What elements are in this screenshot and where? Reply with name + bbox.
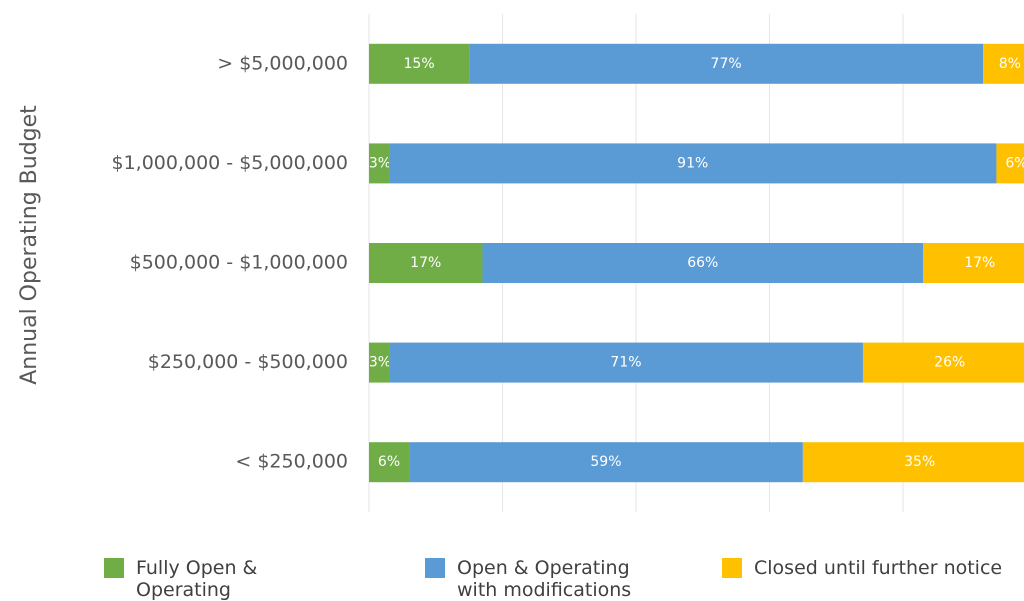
bar-segment (802, 442, 1024, 483)
bar-segment (482, 243, 924, 283)
bar-segment (409, 442, 803, 483)
bar-segment (369, 243, 483, 283)
data-label: 3% (369, 355, 391, 371)
legend-label: Fully Open & Operating (136, 557, 258, 601)
data-label: 91% (677, 155, 708, 171)
legend-swatch (722, 558, 742, 578)
y-axis-label: Annual Operating Budget (17, 105, 42, 385)
data-label: 17% (410, 255, 441, 271)
data-label: 8% (999, 56, 1021, 72)
data-label: 77% (711, 56, 742, 72)
data-label: 35% (904, 454, 935, 470)
bar-segment (389, 342, 863, 383)
legend-label: Closed until further notice (754, 557, 1003, 579)
bar-segment (389, 143, 997, 184)
bar-segment (369, 342, 390, 383)
y-tick-label: $500,000 - $1,000,000 (130, 252, 348, 274)
legend-swatch (104, 558, 124, 578)
bar-segment (923, 243, 1024, 283)
legend-item: Fully Open & Operating (104, 557, 344, 601)
y-tick-label: < $250,000 (235, 451, 348, 473)
legend-item: Open & Operating with modifications (425, 557, 655, 601)
chart: Annual Operating Budget > $5,000,000 15% 7… (17, 14, 1024, 512)
data-label: 6% (378, 454, 400, 470)
bar-segment (862, 342, 1024, 383)
bar-segment (369, 43, 470, 84)
data-label: 59% (590, 454, 621, 470)
data-label: 71% (610, 355, 641, 371)
data-label: 66% (687, 255, 718, 271)
data-label: 17% (964, 255, 995, 271)
data-label: 6% (1005, 155, 1024, 171)
data-label: 3% (369, 155, 391, 171)
bar-segment (369, 442, 410, 483)
y-tick-label: > $5,000,000 (217, 52, 348, 74)
y-tick-label: $250,000 - $500,000 (148, 351, 348, 373)
legend-item: Closed until further notice (722, 557, 1022, 579)
bar-segment (983, 43, 1024, 84)
bar-segment (996, 143, 1024, 184)
legend-swatch (425, 558, 445, 578)
bar-segment (369, 143, 390, 184)
bar-segment (469, 43, 984, 84)
data-label: 26% (934, 355, 965, 371)
data-label: 15% (404, 56, 435, 72)
legend: Fully Open & Operating Open & Operating w… (0, 557, 1024, 601)
legend-label: Open & Operating with modifications (457, 557, 632, 601)
y-tick-label: $1,000,000 - $5,000,000 (111, 152, 348, 174)
